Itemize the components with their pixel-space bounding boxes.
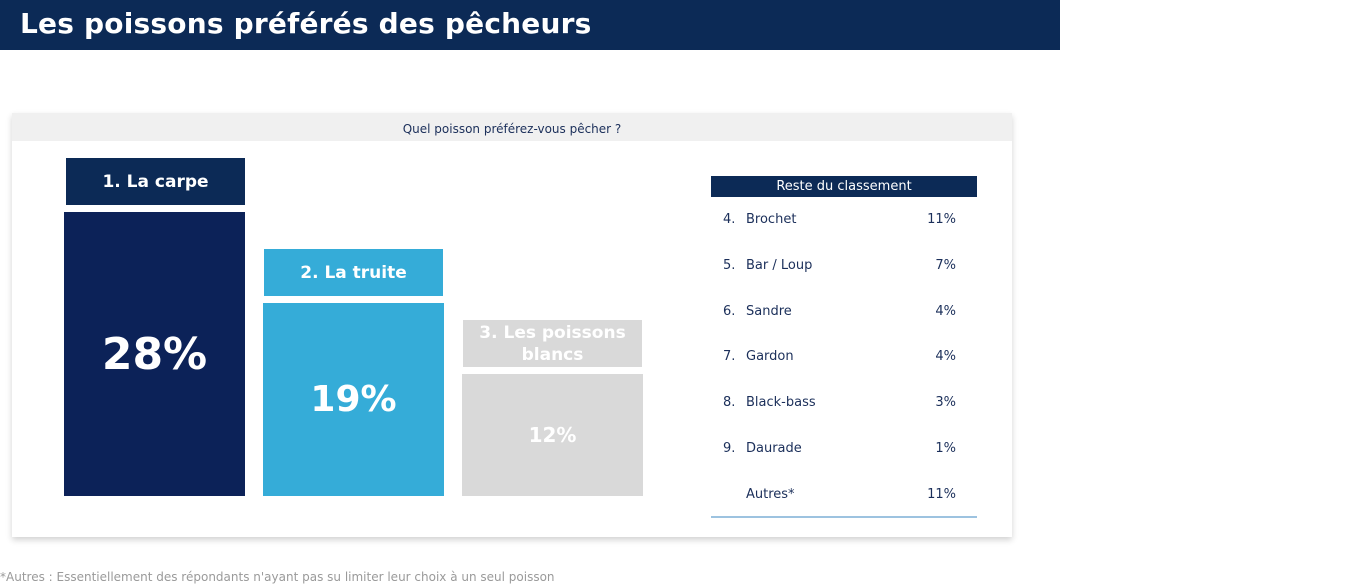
- ranking-row: 5. Bar / Loup 7%: [711, 258, 977, 278]
- ranking-name: Black-bass: [746, 395, 816, 410]
- ranking-row: 9. Daurade 1%: [711, 441, 977, 461]
- ranking-name: Daurade: [746, 441, 802, 456]
- ranking-row: 6. Sandre 4%: [711, 304, 977, 324]
- bar-value-label-carpe: 28%: [101, 328, 208, 380]
- footnote: *Autres : Essentiellement des répondants…: [0, 570, 555, 584]
- question-label: Quel poisson préférez-vous pêcher ?: [12, 113, 1012, 141]
- ranking-rank: 6.: [723, 304, 736, 319]
- ranking-row: Autres* 11%: [711, 487, 977, 507]
- ranking-value: 4%: [935, 304, 956, 319]
- ranking-row: 4. Brochet 11%: [711, 212, 977, 232]
- bar-category-label-carpe: 1. La carpe: [66, 158, 245, 205]
- ranking-value: 11%: [927, 212, 956, 227]
- ranking-name: Sandre: [746, 304, 792, 319]
- bar-value-label-truite: 19%: [310, 379, 397, 420]
- ranking-value: 1%: [935, 441, 956, 456]
- ranking-name: Autres*: [746, 487, 795, 502]
- ranking-name: Brochet: [746, 212, 797, 227]
- ranking-rank: 7.: [723, 349, 736, 364]
- bar-value-label-poissons-blancs: 12%: [528, 423, 577, 447]
- title-bar: Les poissons préférés des pêcheurs: [0, 0, 1060, 50]
- ranking-value: 3%: [935, 395, 956, 410]
- ranking-rank: 9.: [723, 441, 736, 456]
- ranking-row: 7. Gardon 4%: [711, 349, 977, 369]
- bar-truite: 19%: [263, 303, 444, 496]
- page-title: Les poissons préférés des pêcheurs: [20, 7, 592, 40]
- ranking-rank: 4.: [723, 212, 736, 227]
- chart-panel: Quel poisson préférez-vous pêcher ? 1. L…: [12, 113, 1012, 537]
- ranking-value: 7%: [935, 258, 956, 273]
- bar-poissons-blancs: 12%: [462, 374, 643, 496]
- ranking-value: 4%: [935, 349, 956, 364]
- ranking-rank: 5.: [723, 258, 736, 273]
- ranking-value: 11%: [927, 487, 956, 502]
- ranking-bottom-rule: [711, 516, 977, 518]
- ranking-name: Bar / Loup: [746, 258, 813, 273]
- ranking-row: 8. Black-bass 3%: [711, 395, 977, 415]
- ranking-name: Gardon: [746, 349, 794, 364]
- bar-carpe: 28%: [64, 212, 245, 496]
- ranking-title: Reste du classement: [711, 176, 977, 197]
- bar-category-label-truite: 2. La truite: [264, 249, 443, 296]
- bar-category-label-poissons-blancs: 3. Les poissons blancs: [463, 320, 642, 367]
- ranking-rank: 8.: [723, 395, 736, 410]
